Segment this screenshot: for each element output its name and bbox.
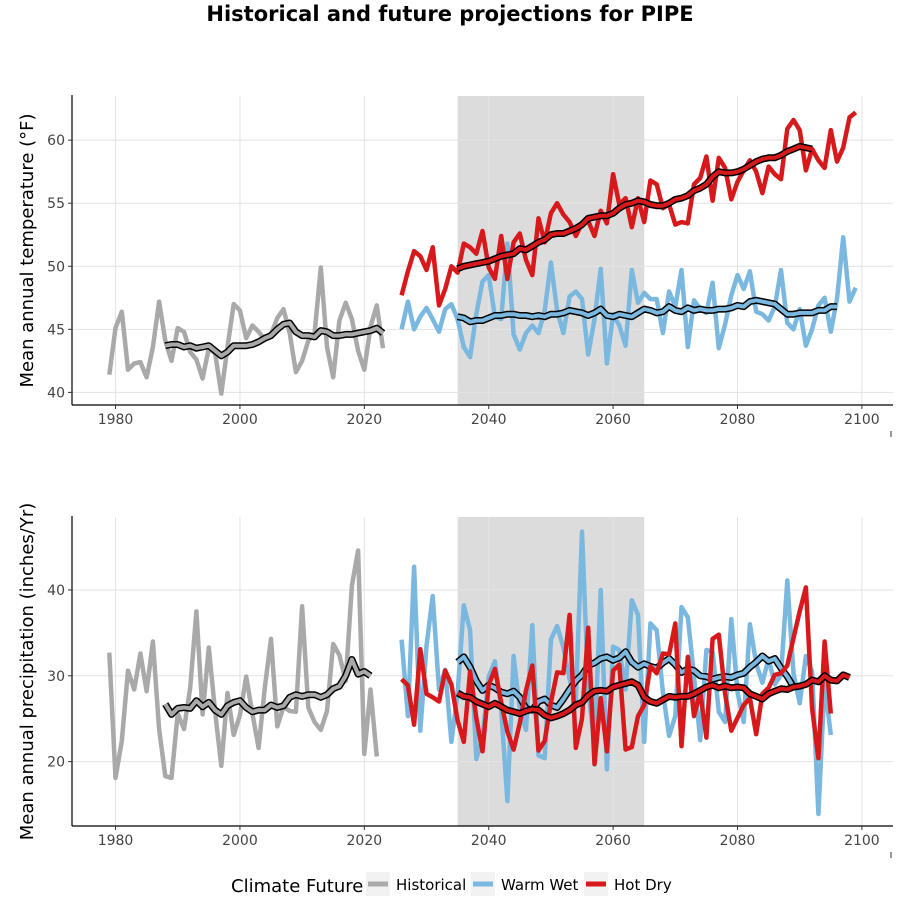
series-hot-dry-10-yr-mean-line [456, 672, 851, 720]
x-tick-label: 2000 [222, 412, 258, 428]
x-tick-label: 2020 [347, 412, 383, 428]
legend-label: Hot Dry [614, 876, 672, 894]
series-historical-line [107, 548, 380, 781]
chart-title: Historical and future projections for PI… [206, 2, 693, 26]
x-tick-label: 2000 [222, 833, 258, 849]
series-hot-dry-line [400, 585, 834, 767]
legend: Climate Future Historical Warm Wet Hot Dry [231, 872, 672, 897]
series-historical-10-yr-mean-line [164, 321, 385, 358]
y-tick-label: 50 [47, 259, 65, 275]
y-tick-label: 60 [47, 133, 65, 149]
x-tick-label: 2060 [595, 833, 631, 849]
y-tick-label: 55 [47, 196, 65, 212]
panel-2: 1980 2000 2020 2040 2060 2080 2100 20 30 40 Mean a… [17, 503, 893, 858]
series-historical-line [107, 265, 386, 396]
x-tick-label: 2100 [844, 412, 880, 428]
x-tick-label: 1980 [98, 412, 134, 428]
y-tick-label: 40 [47, 385, 65, 401]
legend-label: Historical [396, 876, 466, 894]
series-warm-wet-10-yr-mean-line [457, 298, 837, 324]
legend-label: Warm Wet [501, 876, 579, 894]
legend-items: Historical Warm Wet Hot Dry [366, 872, 672, 896]
series-warm-wet-10-yr-mean-line [456, 649, 796, 713]
y-tick-label: 45 [47, 322, 65, 338]
x-tick-label: 2080 [720, 833, 756, 849]
chart-panels: 1980 2000 2020 2040 2060 2080 21004045505560Me… [17, 95, 893, 858]
x-tick-label: 2040 [471, 412, 507, 428]
x-tick-label: 2060 [595, 412, 631, 428]
legend-title: Climate Future [231, 876, 363, 897]
x-tick-label: 2100 [844, 833, 880, 849]
y-tick-label: 30 [47, 669, 65, 685]
series-hot-dry-line [399, 110, 858, 308]
x-tick-label: 2080 [720, 412, 756, 428]
series-historical-10-yr-mean-line [163, 657, 372, 717]
x-tick-label: 1980 [98, 833, 134, 849]
series-hot-dry-10-yr-mean-line [456, 144, 813, 271]
y-tick-label: 20 [47, 755, 65, 771]
x-tick-label: 2040 [471, 833, 507, 849]
x-tick-label: 2020 [347, 833, 383, 849]
y-axis-label: Mean annual precipitation (inches/Yr) [17, 503, 38, 841]
y-axis-label: Mean annual temperature (°F) [17, 113, 38, 387]
panel-1: 1980 2000 2020 2040 2060 2080 2100 40 45 50 55 60 Me… [17, 95, 893, 437]
series-warm-wet-line [399, 235, 858, 366]
y-tick-label: 40 [47, 583, 65, 599]
